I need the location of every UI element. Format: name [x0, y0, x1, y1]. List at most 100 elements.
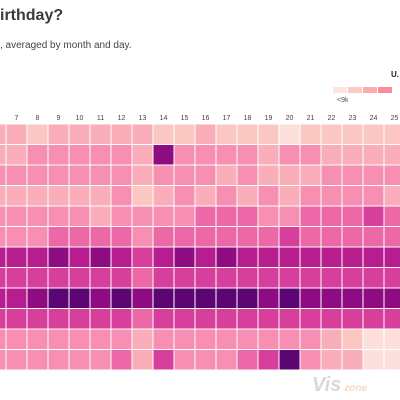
heatmap-cell: [110, 246, 133, 268]
heatmap-cell: [47, 246, 70, 268]
heatmap-cell: [47, 287, 70, 309]
heatmap-cell: [0, 164, 7, 186]
heatmap-cell: [110, 287, 133, 309]
heatmap-cell: [299, 123, 322, 145]
heatmap-cell: [26, 226, 49, 248]
heatmap-cell: [278, 349, 301, 371]
heatmap-cell: [110, 144, 133, 166]
day-tick-label: 19: [265, 115, 273, 122]
heatmap-cell: [278, 226, 301, 248]
heatmap-cell: [0, 328, 7, 350]
heatmap-cell: [257, 246, 280, 268]
heatmap-cell: [299, 226, 322, 248]
heatmap-cell: [68, 123, 91, 145]
heatmap-cell: [362, 123, 385, 145]
heatmap-cell: [26, 267, 49, 289]
heatmap-cell: [383, 328, 400, 350]
heatmap-cell: [257, 287, 280, 309]
heatmap-cell: [299, 185, 322, 207]
heatmap-cell: [152, 246, 175, 268]
legend-title: U.: [391, 70, 399, 79]
heatmap-cell: [152, 287, 175, 309]
legend-swatch: [348, 87, 362, 93]
heatmap-cell: [257, 308, 280, 330]
heatmap-cell: [173, 185, 196, 207]
heatmap-cell: [341, 328, 364, 350]
heatmap-cell: [89, 123, 112, 145]
heatmap-cell: [215, 123, 238, 145]
heatmap-cell: [173, 287, 196, 309]
heatmap-cell: [383, 287, 400, 309]
day-tick-label: 13: [139, 115, 147, 122]
heatmap-cell: [26, 349, 49, 371]
heatmap-cell: [0, 308, 7, 330]
heatmap-cell: [5, 205, 28, 227]
heatmap-cell: [173, 144, 196, 166]
day-tick-label: 23: [349, 115, 357, 122]
day-tick-label: 16: [202, 115, 210, 122]
heatmap-cell: [131, 267, 154, 289]
heatmap-cell: [47, 349, 70, 371]
heatmap-cell: [215, 246, 238, 268]
heatmap-cell: [236, 144, 259, 166]
heatmap-cell: [320, 226, 343, 248]
heatmap-cell: [110, 205, 133, 227]
heatmap-cell: [236, 308, 259, 330]
heatmap-cell: [236, 205, 259, 227]
legend-swatch: [378, 87, 392, 93]
heatmap-cell: [362, 287, 385, 309]
heatmap-cell: [110, 308, 133, 330]
heatmap-cell: [299, 144, 322, 166]
heatmap-cell: [278, 144, 301, 166]
day-tick-label: 17: [223, 115, 231, 122]
heatmap-cell: [89, 226, 112, 248]
heatmap-cell: [89, 328, 112, 350]
heatmap-cell: [341, 185, 364, 207]
heatmap-cell: [5, 246, 28, 268]
heatmap-cell: [320, 144, 343, 166]
heatmap-cell: [194, 185, 217, 207]
heatmap-cell: [194, 164, 217, 186]
heatmap-cell: [5, 185, 28, 207]
heatmap-cell: [215, 267, 238, 289]
heatmap-cell: [320, 287, 343, 309]
heatmap-cell: [47, 144, 70, 166]
heatmap-cell: [131, 205, 154, 227]
heatmap-cell: [341, 246, 364, 268]
heatmap-cell: [257, 185, 280, 207]
heatmap-cell: [173, 226, 196, 248]
heatmap-cell: [257, 205, 280, 227]
heatmap-cell: [68, 164, 91, 186]
heatmap-cell: [26, 164, 49, 186]
day-tick-label: 20: [286, 115, 294, 122]
heatmap-cell: [236, 246, 259, 268]
heatmap-cell: [341, 144, 364, 166]
heatmap-cell: [194, 267, 217, 289]
heatmap-cell: [362, 144, 385, 166]
heatmap-cell: [362, 226, 385, 248]
heatmap-cell: [68, 144, 91, 166]
heatmap-cell: [236, 349, 259, 371]
day-tick-label: 15: [181, 115, 189, 122]
heatmap-cell: [89, 287, 112, 309]
day-tick-label: 10: [76, 115, 84, 122]
chart-title: irthday?: [0, 7, 64, 24]
heatmap-cell: [173, 164, 196, 186]
heatmap-cell: [173, 123, 196, 145]
heatmap-cell: [131, 164, 154, 186]
heatmap-cell: [362, 246, 385, 268]
heatmap-cell: [5, 328, 28, 350]
day-tick-label: 7: [15, 115, 19, 122]
heatmap-cell: [152, 267, 175, 289]
heatmap-cell: [0, 349, 7, 371]
heatmap-cell: [110, 349, 133, 371]
heatmap-cell: [0, 226, 7, 248]
heatmap-cell: [362, 328, 385, 350]
heatmap-cell: [320, 164, 343, 186]
heatmap-cell: [341, 267, 364, 289]
heatmap-cell: [362, 267, 385, 289]
day-tick-label: 8: [36, 115, 40, 122]
heatmap-cell: [5, 123, 28, 145]
heatmap-cell: [47, 267, 70, 289]
heatmap-cell: [257, 123, 280, 145]
